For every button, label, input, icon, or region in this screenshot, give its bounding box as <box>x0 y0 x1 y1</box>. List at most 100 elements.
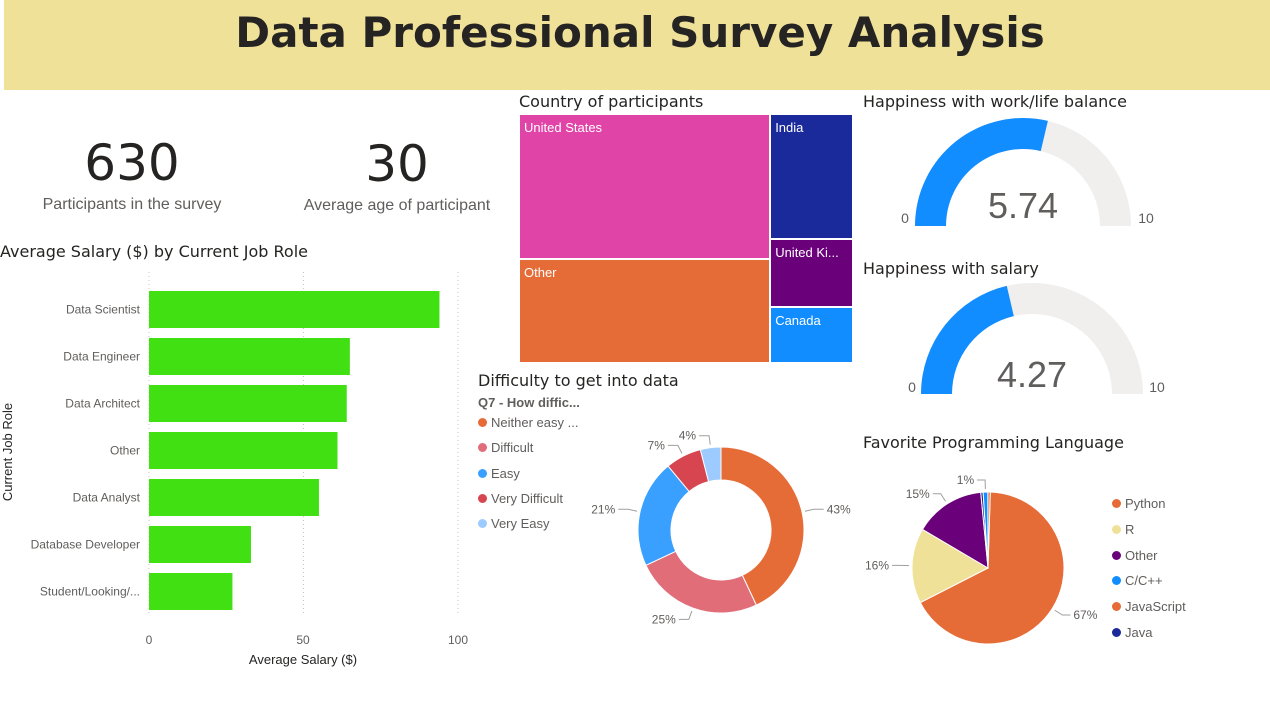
salary-y-axis-label: Current Job Role <box>0 403 15 501</box>
gauge-salary-min: 0 <box>908 379 916 395</box>
gauge-fill <box>915 117 1048 226</box>
legend-label: Neither easy ... <box>491 415 579 430</box>
pie-slice <box>921 491 989 569</box>
gauge-worklife: 5.74 0 10 <box>901 117 1154 226</box>
legend-dot <box>1112 550 1121 560</box>
title-banner <box>4 0 1270 90</box>
pie-value-label: 16% <box>865 558 889 572</box>
donut-legend-item[interactable]: Neither easy ... <box>478 415 578 430</box>
pie-title: Favorite Programming Language <box>863 433 1124 452</box>
donut-legend-item[interactable]: Easy <box>478 466 520 481</box>
pie-legend: Python R Other C/C++ JavaScript Java <box>1112 496 1232 656</box>
donut-value-label: 43% <box>827 502 851 516</box>
donut-legend-item[interactable]: Very Easy <box>478 516 550 531</box>
x-tick-100: 100 <box>448 633 468 647</box>
donut-leader-line <box>618 508 638 512</box>
pie-leader-line <box>977 479 986 490</box>
bar-category-label: Student/Looking/... <box>40 585 140 599</box>
bar-3 <box>149 432 338 469</box>
legend-label: Difficult <box>491 440 534 456</box>
pie-legend-item[interactable]: Java <box>1112 625 1152 640</box>
pie-legend-item[interactable]: C/C++ <box>1112 573 1163 588</box>
pie-legend-item[interactable]: R <box>1112 522 1134 537</box>
legend-dot <box>1112 576 1121 586</box>
bar-category-label: Data Engineer <box>63 350 140 364</box>
legend-label: Java <box>1125 625 1153 640</box>
gauge-salary: 4.27 0 10 <box>908 283 1165 395</box>
legend-label: Very Easy <box>491 516 550 532</box>
legend-dot <box>478 468 487 478</box>
participants-count: 630 <box>84 134 180 192</box>
average-age-label: Average age of participant <box>303 197 491 214</box>
treemap-cell: India <box>770 114 853 239</box>
donut-value-label: 7% <box>648 438 666 452</box>
bar-category-label: Database Developer <box>31 538 140 552</box>
pie-legend-item[interactable]: JavaScript <box>1112 599 1186 614</box>
treemap-cell: Other <box>519 259 771 363</box>
pie-leader-line <box>1054 609 1071 616</box>
bar-5 <box>149 526 251 563</box>
donut-legend: Neither easy ... Difficult Easy Very Diffic… <box>478 415 608 545</box>
page-title: Data Professional Survey Analysis <box>235 8 1045 57</box>
bar-category-label: Data Architect <box>65 397 140 411</box>
donut-leader-line <box>804 508 824 512</box>
donut-title: Difficulty to get into data <box>478 371 679 390</box>
donut-value-label: 4% <box>679 429 697 443</box>
bar-4 <box>149 479 319 516</box>
bar-category-label: Data Scientist <box>66 303 141 317</box>
gauge-worklife-title: Happiness with work/life balance <box>863 92 1127 111</box>
donut-slice <box>699 446 722 483</box>
participants-label: Participants in the survey <box>42 196 222 213</box>
donut-slice <box>720 446 805 606</box>
legend-dot <box>1112 602 1121 612</box>
bar-2 <box>149 385 347 422</box>
language-pie-chart: 67% 16% 15% 1% <box>865 473 1098 645</box>
legend-dot <box>478 519 487 529</box>
bar-category-label: Data Analyst <box>73 491 141 505</box>
difficulty-donut-chart: 43% 25% 21% 7% 4% <box>591 429 851 627</box>
legend-dot <box>1112 628 1121 637</box>
pie-value-label: 1% <box>957 473 975 487</box>
pie-slice <box>987 491 991 569</box>
bar-1 <box>149 338 350 375</box>
treemap-cell: United States <box>519 114 771 260</box>
donut-leader-line <box>678 610 693 620</box>
gauge-salary-value: 4.27 <box>997 354 1067 395</box>
country-treemap: United States Other India United Ki... Canad… <box>519 114 853 363</box>
salary-chart-title: Average Salary ($) by Current Job Role <box>0 242 308 261</box>
donut-leader-line <box>699 435 711 445</box>
donut-leader-line <box>667 444 683 454</box>
legend-dot <box>1112 499 1121 508</box>
donut-legend-item[interactable]: Very Difficult <box>478 491 563 506</box>
pie-slice <box>919 491 1065 645</box>
legend-dot <box>478 493 487 503</box>
treemap-cell: United Ki... <box>770 238 853 308</box>
salary-x-axis-label: Average Salary ($) <box>249 652 357 667</box>
legend-label: C/C++ <box>1125 573 1163 589</box>
salary-bar-chart: Current Job Role Average Salary ($) 0 50… <box>0 272 468 667</box>
gauge-salary-max: 10 <box>1149 379 1165 395</box>
bar-6 <box>149 573 233 610</box>
bar-0 <box>149 291 440 328</box>
gauge-salary-title: Happiness with salary <box>863 259 1039 278</box>
gauge-worklife-max: 10 <box>1138 210 1154 226</box>
legend-label: Very Difficult <box>491 490 564 506</box>
average-age-value: 30 <box>365 135 429 193</box>
donut-slice <box>645 550 758 614</box>
gauge-worklife-value: 5.74 <box>988 185 1058 226</box>
bar-category-label: Other <box>110 444 140 458</box>
donut-value-label: 21% <box>591 502 615 516</box>
donut-value-label: 25% <box>652 612 676 626</box>
legend-label: Easy <box>491 465 520 481</box>
treemap-cell: Canada <box>770 307 853 363</box>
legend-label: R <box>1125 521 1135 537</box>
legend-label: Other <box>1125 547 1158 563</box>
pie-legend-item[interactable]: Other <box>1112 548 1158 563</box>
pie-leader-line <box>932 493 946 502</box>
treemap-title: Country of participants <box>519 92 704 111</box>
legend-dot <box>478 418 487 427</box>
legend-label: Python <box>1125 496 1166 511</box>
donut-legend-item[interactable]: Difficult <box>478 440 533 455</box>
pie-value-label: 15% <box>906 487 930 501</box>
pie-legend-item[interactable]: Python <box>1112 496 1165 511</box>
